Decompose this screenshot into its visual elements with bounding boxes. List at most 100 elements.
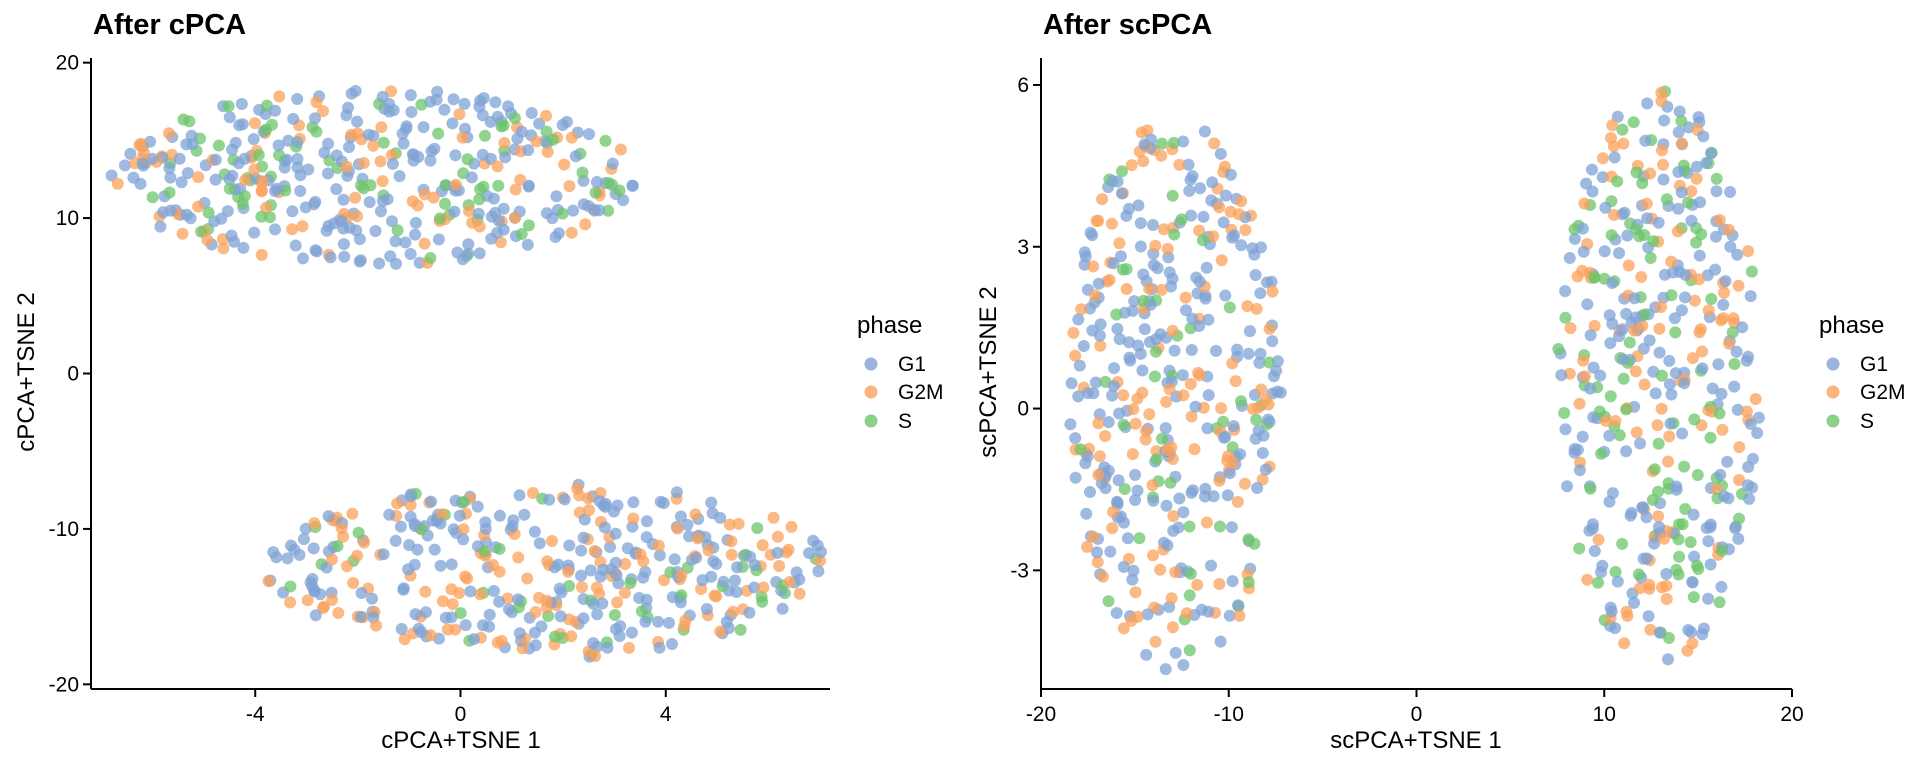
point-g2m — [1618, 637, 1630, 649]
point-g1 — [1144, 336, 1156, 348]
point-s — [1165, 477, 1177, 489]
point-s — [523, 219, 535, 231]
point-g2m — [679, 615, 691, 627]
point-s — [1156, 433, 1168, 445]
legend-item-g1: G1 — [1827, 353, 1889, 376]
legend-key-g1 — [865, 358, 878, 371]
x-tick-label: -4 — [246, 703, 265, 726]
point-g1 — [1111, 323, 1123, 335]
point-g1 — [697, 574, 709, 586]
point-g1 — [291, 93, 303, 105]
point-g1 — [1578, 246, 1590, 258]
point-g2m — [1067, 327, 1079, 339]
point-s — [355, 179, 367, 191]
point-g2m — [377, 175, 389, 187]
point-g2m — [1681, 645, 1693, 657]
point-g2m — [1189, 443, 1201, 455]
point-g1 — [1641, 97, 1653, 109]
point-g1 — [1693, 111, 1705, 123]
point-g1 — [397, 584, 409, 596]
point-g1 — [1070, 472, 1082, 484]
point-g2m — [1099, 430, 1111, 442]
point-s — [614, 185, 626, 197]
point-g1 — [1746, 482, 1758, 494]
y-tick-label: 0 — [1017, 398, 1029, 421]
point-g2m — [1621, 606, 1633, 618]
point-g1 — [675, 596, 687, 608]
point-g2m — [370, 620, 382, 632]
point-g1 — [1612, 576, 1624, 588]
point-s — [1185, 568, 1197, 580]
point-g1 — [375, 205, 387, 217]
point-g1 — [1712, 358, 1724, 370]
point-s — [1605, 390, 1617, 402]
point-s — [164, 187, 176, 199]
legend-label-s: S — [898, 410, 912, 433]
point-g1 — [1559, 285, 1571, 297]
point-g1 — [1170, 647, 1182, 659]
point-s — [600, 135, 612, 147]
point-g1 — [366, 593, 378, 605]
point-g2m — [530, 135, 542, 147]
point-g1 — [534, 537, 546, 549]
point-g2m — [1694, 326, 1706, 338]
point-g2m — [1147, 549, 1159, 561]
point-g2m — [794, 588, 806, 600]
point-s — [577, 167, 589, 179]
point-g1 — [1201, 422, 1213, 434]
point-s — [264, 211, 276, 223]
point-g2m — [627, 513, 639, 525]
legend-title: phase — [857, 312, 922, 339]
point-g2m — [1227, 457, 1239, 469]
point-g2m — [784, 576, 796, 588]
point-g2m — [1565, 322, 1577, 334]
point-g2m — [1662, 456, 1674, 468]
point-g2m — [1635, 271, 1647, 283]
point-g1 — [1676, 304, 1688, 316]
point-g2m — [437, 595, 449, 607]
point-g1 — [1663, 355, 1675, 367]
point-g1 — [286, 205, 298, 217]
point-g1 — [1132, 340, 1144, 352]
point-s — [1673, 533, 1685, 545]
point-g2m — [428, 192, 440, 204]
point-g1 — [415, 626, 427, 638]
point-g1 — [488, 585, 500, 597]
point-s — [1636, 177, 1648, 189]
point-s — [1110, 309, 1122, 321]
point-g1 — [585, 564, 597, 576]
point-s — [1652, 486, 1664, 498]
legend-item-s: S — [865, 410, 913, 433]
point-g2m — [248, 164, 260, 176]
point-g1 — [409, 520, 421, 532]
legend-label-g2m: G2M — [898, 381, 944, 404]
point-g1 — [1694, 196, 1706, 208]
point-g2m — [1117, 389, 1129, 401]
point-g2m — [1143, 283, 1155, 295]
point-g1 — [1672, 203, 1684, 215]
point-g1 — [410, 217, 422, 229]
point-s — [1631, 166, 1643, 178]
point-s — [473, 193, 485, 205]
point-g1 — [1731, 249, 1743, 261]
point-g2m — [579, 218, 591, 230]
point-g1 — [1580, 178, 1592, 190]
point-g1 — [666, 638, 678, 650]
point-g2m — [1639, 379, 1651, 391]
point-g1 — [370, 225, 382, 237]
point-g2m — [1255, 384, 1267, 396]
point-g2m — [773, 560, 785, 572]
point-g2m — [1665, 256, 1677, 268]
point-g2m — [1106, 218, 1118, 230]
point-g2m — [351, 210, 363, 222]
point-g1 — [1251, 482, 1263, 494]
point-g1 — [557, 119, 569, 131]
point-g2m — [1094, 450, 1106, 462]
point-g1 — [1148, 259, 1160, 271]
point-g1 — [1613, 247, 1625, 259]
x-tick-label: 0 — [455, 703, 467, 726]
point-g1 — [729, 575, 741, 587]
point-g1 — [1678, 377, 1690, 389]
point-g1 — [570, 150, 582, 162]
point-g1 — [599, 522, 611, 534]
